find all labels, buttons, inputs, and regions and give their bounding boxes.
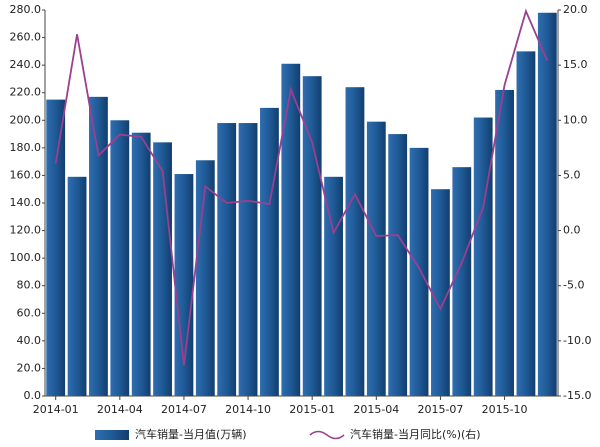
bar [409, 147, 429, 396]
y-tick-label: 200.0 [10, 113, 42, 126]
bar [431, 189, 450, 396]
y2-tick-label: 10.0 [563, 113, 588, 126]
y-tick-label: 0.0 [24, 389, 42, 402]
legend-label: 汽车销量-当月值(万辆) [135, 427, 247, 441]
bar [537, 12, 557, 397]
x-tick-label: 2014-04 [97, 403, 143, 416]
bar [89, 96, 108, 396]
y-tick-label: 260.0 [10, 31, 42, 44]
y-tick-label: 140.0 [10, 196, 42, 209]
y2-tick-label: -5.0 [563, 279, 584, 292]
y2-tick-label: 15.0 [563, 58, 588, 71]
bar [46, 99, 66, 396]
bar [174, 174, 194, 396]
y-tick-label: 120.0 [10, 224, 42, 237]
bar [345, 87, 365, 396]
x-tick-label: 2014-01 [33, 403, 79, 416]
legend-swatch [309, 430, 345, 440]
bar [153, 142, 172, 396]
y2-tick-label: -10.0 [563, 334, 591, 347]
x-tick-label: 2014-07 [161, 403, 207, 416]
bar [195, 160, 215, 396]
y-tick-label: 220.0 [10, 86, 42, 99]
y-tick-label: 100.0 [10, 251, 42, 264]
y-tick-label: 240.0 [10, 58, 42, 71]
bar [260, 107, 279, 396]
bar [110, 120, 130, 397]
y-tick-label: 40.0 [17, 334, 42, 347]
bar [516, 51, 536, 396]
y2-tick-label: 5.0 [563, 168, 581, 181]
bar [388, 134, 408, 397]
x-tick-label: 2014-10 [225, 403, 271, 416]
line [54, 8, 549, 366]
y-tick-label: 80.0 [17, 279, 42, 292]
legend-label: 汽车销量-当月同比(%)(右) [350, 427, 481, 441]
bar [281, 63, 301, 397]
x-tick-label: 2015-01 [289, 403, 335, 416]
y2-tick-label: -15.0 [563, 389, 591, 402]
x-tick-label: 2015-04 [353, 403, 399, 416]
bar [324, 176, 343, 396]
bar [238, 123, 258, 397]
y2-tick-label: 0.0 [563, 224, 581, 237]
legend-swatch [95, 430, 129, 440]
bar [67, 176, 87, 396]
y-tick-label: 160.0 [10, 168, 42, 181]
bar [495, 89, 514, 396]
bar [302, 76, 322, 397]
y-tick-label: 60.0 [17, 306, 42, 319]
x-tick-label: 2015-07 [417, 403, 463, 416]
y2-tick-label: 20.0 [563, 3, 588, 16]
bar [473, 117, 493, 397]
y-tick-label: 20.0 [17, 361, 42, 374]
bar [366, 121, 386, 397]
x-tick-label: 2015-10 [482, 403, 528, 416]
bar [452, 167, 472, 396]
bar [131, 132, 151, 396]
y-tick-label: 280.0 [10, 3, 42, 16]
bar [217, 123, 237, 397]
y-tick-label: 180.0 [10, 141, 42, 154]
